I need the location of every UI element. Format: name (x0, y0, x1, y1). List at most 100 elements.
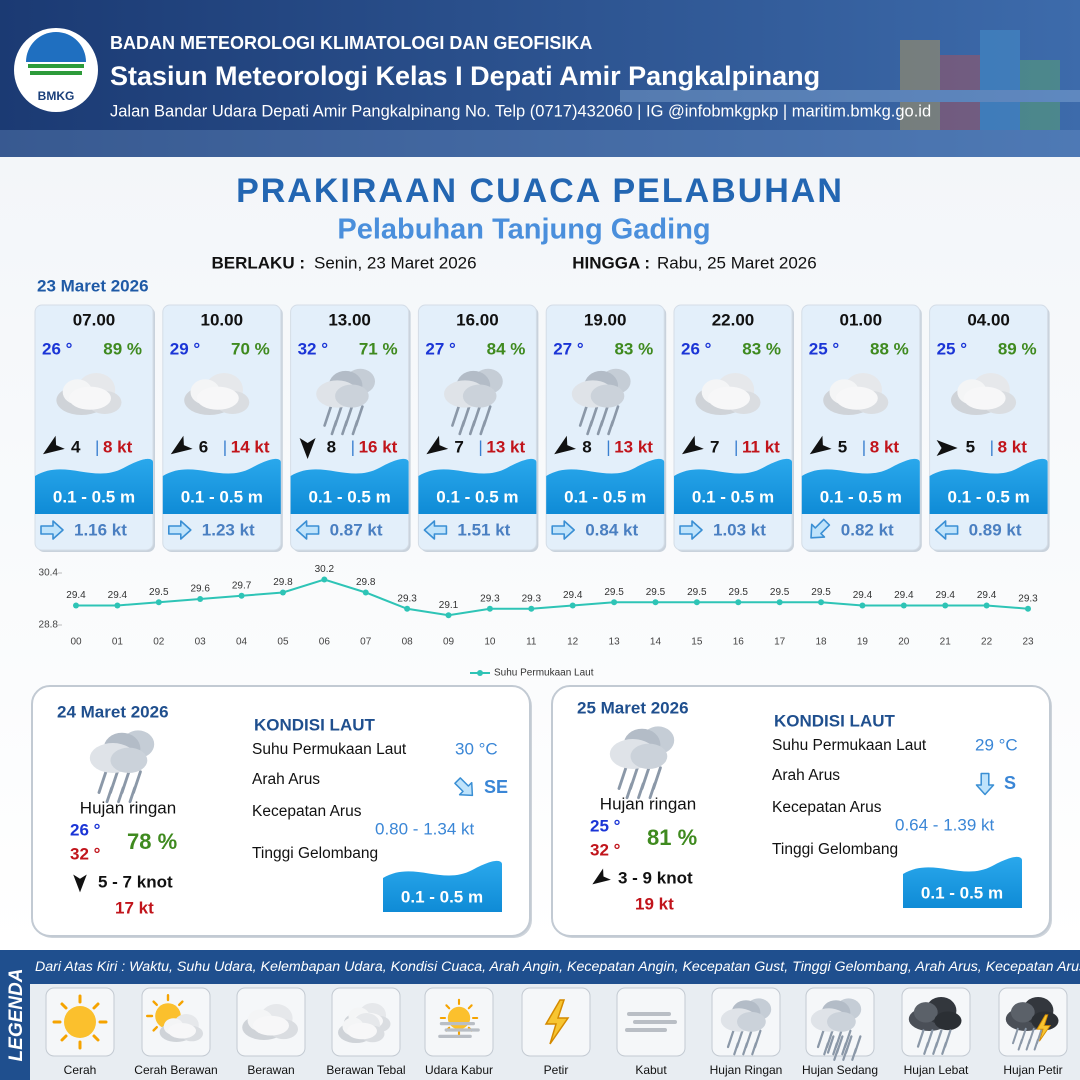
humidity: 88 % (870, 339, 909, 358)
x-tick-label: 17 (774, 637, 786, 648)
gust-speed: 8 kt (870, 437, 900, 456)
valid-from-label: BERLAKU : (212, 253, 306, 272)
time: 04.00 (967, 310, 1010, 329)
sst-point (197, 596, 204, 602)
gust-speed: 13 kt (486, 437, 525, 456)
sst-point (528, 605, 535, 612)
sst-point (611, 599, 618, 606)
air-temp: 25 ° (809, 339, 840, 358)
sst-point (693, 599, 700, 606)
sst-label: 29.5 (811, 587, 831, 598)
wind-speed: 4 (71, 437, 81, 456)
x-tick-label: 11 (526, 637, 537, 648)
current-speed: 0.84 kt (585, 520, 638, 539)
sst-label: 29.4 (977, 590, 997, 601)
sst-label: 29.3 (1018, 593, 1038, 604)
title: PRAKIRAAN CUACA PELABUHAN (236, 172, 844, 210)
wave-band (35, 458, 153, 514)
legend-item: Cerah Berawan (134, 1063, 217, 1077)
current-dir: SE (484, 777, 508, 797)
legend-title: LEGENDA (6, 969, 27, 1062)
sst-point (404, 605, 411, 612)
wind-speed: 5 (966, 437, 975, 456)
wave-label: Tinggi Gelombang (252, 845, 378, 862)
x-tick-label: 04 (236, 637, 248, 648)
legend-item: Petir (544, 1063, 569, 1077)
sst-value: 29 °C (975, 735, 1018, 754)
wave-height: 0.1 - 0.5 m (947, 487, 1029, 506)
sst-label: 29.5 (149, 587, 169, 598)
address: Jalan Bandar Udara Depati Amir Pangkalpi… (110, 102, 931, 120)
gust-speed: 11 kt (742, 437, 780, 456)
current-dir-label: Arah Arus (252, 771, 320, 788)
wind-speed: 8 (327, 437, 336, 456)
sst-point (776, 599, 783, 606)
legend-item: Berawan Tebal (326, 1063, 405, 1077)
separator: | (862, 437, 866, 456)
time: 19.00 (584, 310, 627, 329)
sst-label: 29.4 (66, 590, 86, 601)
wave-band (290, 458, 409, 514)
current-dir-label: Arah Arus (772, 767, 840, 784)
sst-label: 30.2 (315, 564, 335, 575)
sst-point (362, 589, 369, 596)
valid-from: Senin, 23 Maret 2026 (314, 253, 477, 272)
sst-label: 29.5 (770, 587, 790, 598)
sst-point (859, 602, 866, 609)
sst-point (238, 592, 245, 599)
sst-label: 29.5 (687, 587, 707, 598)
time: 10.00 (201, 310, 244, 329)
y-tick-label: 28.8 (39, 620, 59, 631)
x-tick-label: 19 (857, 637, 869, 648)
legend-item: Cerah (64, 1063, 97, 1077)
sst-value: 30 °C (455, 739, 498, 758)
wave-height: 0.1 - 0.5 m (436, 487, 518, 506)
sst-label: 29.8 (356, 577, 376, 588)
sea-title: KONDISI LAUT (774, 711, 896, 730)
sst-label: 29.4 (853, 590, 873, 601)
gust-speed: 16 kt (359, 437, 398, 456)
separator: | (478, 437, 482, 456)
sst-point (942, 602, 949, 609)
wave-band (903, 856, 1022, 908)
wind-speed: 7 (710, 437, 719, 456)
today-date: 23 Maret 2026 (37, 276, 149, 295)
current-speed: 1.03 kt (713, 520, 766, 539)
humidity: 71 % (359, 339, 398, 358)
wave-band (801, 458, 920, 514)
wave-band (929, 458, 1048, 514)
air-temp: 27 ° (425, 339, 456, 358)
sst-label: 29.5 (729, 587, 749, 598)
wave-band (383, 860, 502, 912)
sst-label: 29.4 (935, 590, 955, 601)
x-tick-label: 00 (70, 637, 82, 648)
legend-swatch-dot (477, 670, 483, 676)
wave-height: 0.1 - 0.5 m (692, 487, 774, 506)
outlook-wind: 3 - 9 knot (618, 868, 693, 887)
wave-band (546, 458, 665, 514)
sst-label: 29.8 (273, 577, 293, 588)
legend-item: Udara Kabur (425, 1063, 493, 1077)
outlook-humidity: 78 % (127, 829, 177, 854)
sst-point (279, 589, 286, 596)
x-tick-label: 02 (153, 637, 165, 648)
humidity: 89 % (998, 339, 1037, 358)
air-temp: 29 ° (170, 339, 201, 358)
wave-height: 0.1 - 0.5 m (820, 487, 902, 506)
current-speed: 1.16 kt (74, 520, 127, 539)
x-tick-label: 12 (567, 637, 579, 648)
air-temp: 26 ° (42, 339, 73, 358)
gust-speed: 8 kt (103, 437, 133, 456)
separator: | (990, 437, 994, 456)
time: 01.00 (840, 310, 883, 329)
x-tick-label: 16 (733, 637, 745, 648)
x-tick-label: 07 (360, 637, 372, 648)
current-speed: 0.87 kt (330, 520, 383, 539)
sst-label: 29.3 (480, 593, 500, 604)
legend-item: Berawan (247, 1063, 294, 1077)
legend-side (0, 950, 30, 1080)
humidity: 84 % (487, 339, 526, 358)
temp-min: 26 ° (70, 820, 101, 839)
sst-point (569, 602, 576, 609)
wave-height: 0.1 - 0.5 m (181, 487, 263, 506)
